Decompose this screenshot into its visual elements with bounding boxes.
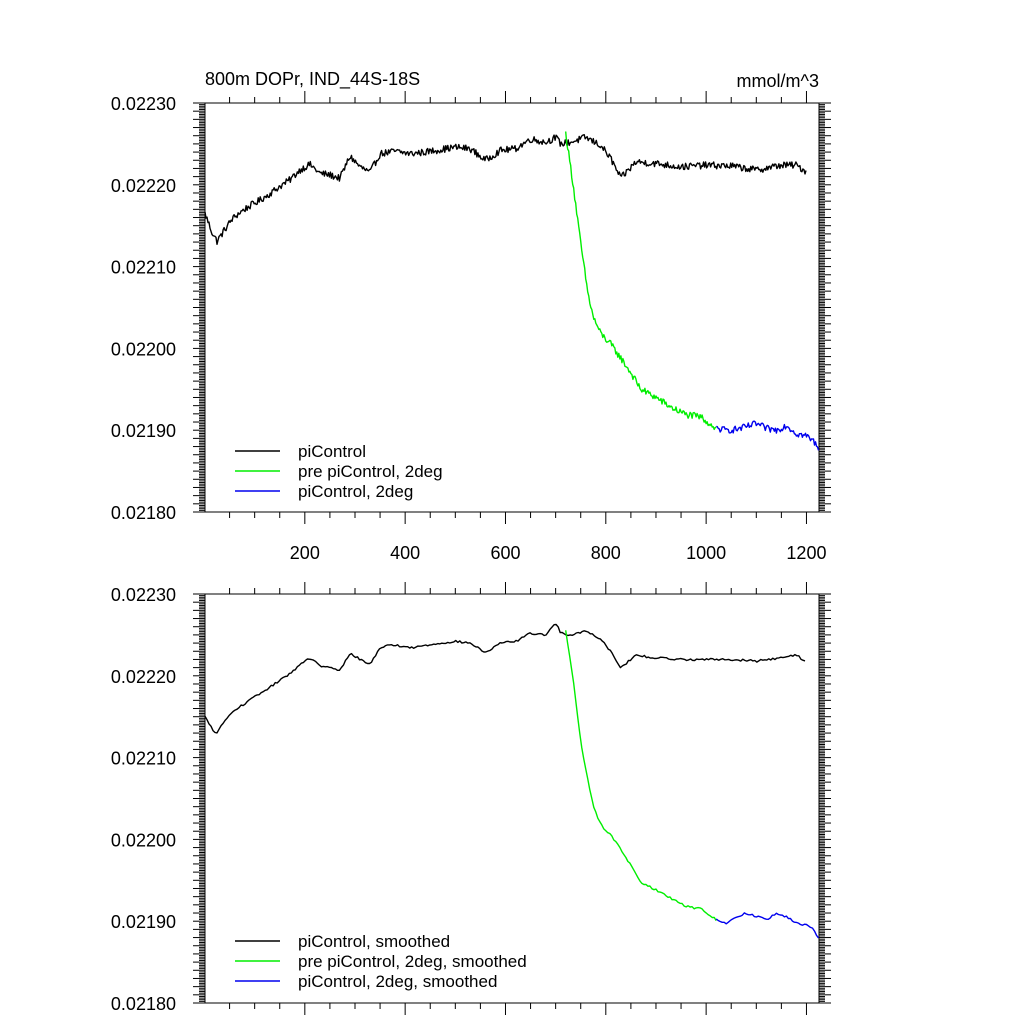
x-tick-label: 600 (490, 543, 520, 563)
y-tick-label: 0.02180 (111, 994, 176, 1014)
legend-label: piControl, 2deg (298, 482, 413, 501)
legend-label: piControl, smoothed (298, 932, 450, 951)
y-tick-label: 0.02200 (111, 339, 176, 359)
y-tick-label: 0.02220 (111, 667, 176, 687)
series-line-picontrol (204, 133, 807, 246)
legend-label: piControl (298, 442, 366, 461)
y-tick-label: 0.02180 (111, 503, 176, 523)
series-line-pre-picontrol-2deg (565, 131, 717, 431)
y-tick-label: 0.02190 (111, 912, 176, 932)
x-tick-label: 1000 (686, 543, 726, 563)
legend-label: pre piControl, 2deg, smoothed (298, 952, 527, 971)
legend-label: piControl, 2deg, smoothed (298, 972, 497, 991)
top-panel: 0.02180 0.02190 0.02200 0.02210 0.02220 0.022… (111, 69, 831, 563)
y-tick-label: 0.02230 (111, 94, 176, 114)
units-label: mmol/m^3 (737, 71, 819, 91)
series-line-pre-picontrol-2deg-smoothed (565, 630, 717, 921)
bottom-y-axis-labels: 0.02180 0.02190 0.02200 0.02210 0.02220 0.022… (111, 585, 176, 1014)
series-line-picontrol-2deg (716, 420, 820, 451)
bottom-series-lines (204, 623, 820, 939)
bottom-panel: 0.02180 0.02190 0.02200 0.02210 0.02220 0.022… (111, 582, 831, 1015)
y-tick-label: 0.02220 (111, 176, 176, 196)
top-tick-marks (193, 91, 831, 524)
y-tick-label: 0.02210 (111, 749, 176, 769)
y-tick-label: 0.02200 (111, 830, 176, 850)
y-tick-label: 0.02190 (111, 421, 176, 441)
y-tick-label: 0.02230 (111, 585, 176, 605)
bottom-tick-marks (193, 582, 831, 1015)
top-series-lines (204, 131, 820, 451)
top-y-axis-labels: 0.02180 0.02190 0.02200 0.02210 0.02220 0.022… (111, 94, 176, 523)
chart-title: 800m DOPr, IND_44S-18S (205, 69, 420, 90)
x-tick-label: 200 (290, 543, 320, 563)
x-tick-label: 800 (591, 543, 621, 563)
x-tick-label: 400 (390, 543, 420, 563)
series-line-picontrol-2deg-smoothed (715, 912, 820, 939)
top-x-axis-labels: 200 400 600 800 1000 1200 (290, 543, 827, 563)
x-tick-label: 1200 (786, 543, 826, 563)
series-line-picontrol-smoothed (204, 623, 806, 734)
y-tick-label: 0.02210 (111, 258, 176, 278)
legend-label: pre piControl, 2deg (298, 462, 443, 481)
